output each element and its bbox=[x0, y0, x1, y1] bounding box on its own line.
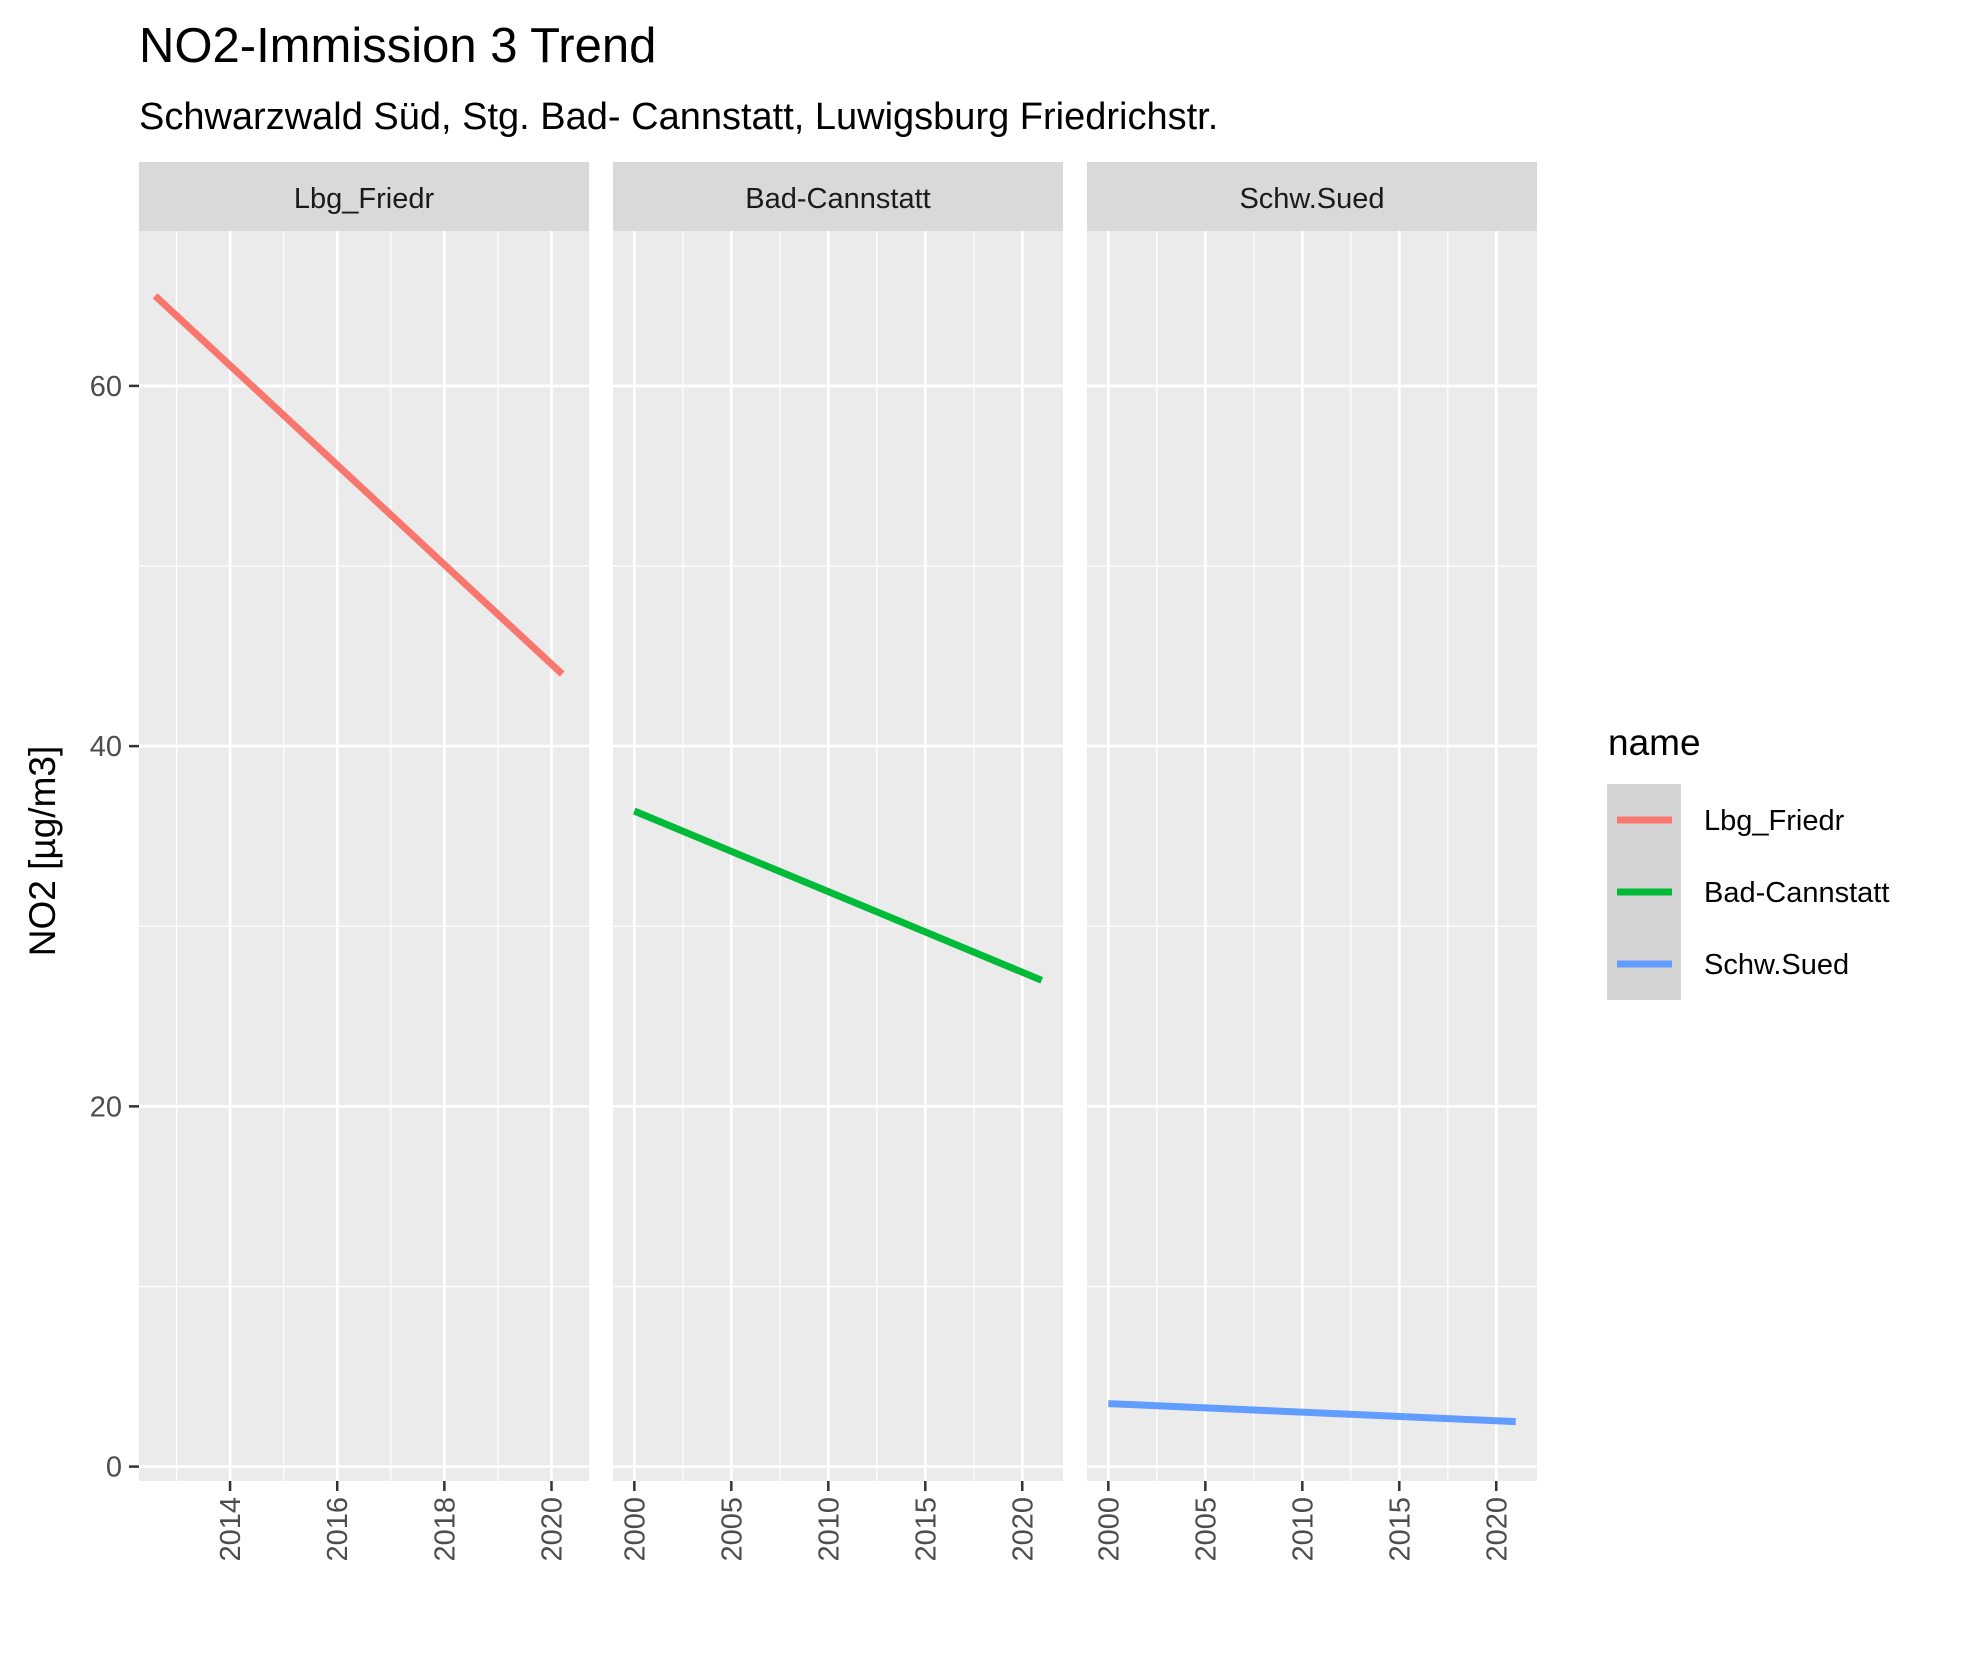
legend-title: name bbox=[1608, 722, 1701, 763]
y-axis: 0 20 40 60 bbox=[90, 371, 139, 1484]
facet-lbg-friedr: Lbg_Friedr 2014 2016 2018 2020 bbox=[139, 162, 589, 1562]
facet-strip-label: Schw.Sued bbox=[1239, 183, 1384, 215]
x-tick-label: 2014 bbox=[215, 1497, 247, 1562]
panel-background bbox=[1087, 231, 1537, 1481]
facet-bad-cannstatt: Bad-Cannstatt 2000 2005 2010 2015 2020 bbox=[613, 162, 1063, 1562]
x-tick-label: 2015 bbox=[1384, 1497, 1416, 1562]
facet-strip bbox=[613, 162, 1063, 231]
chart-title: NO2-Immission 3 Trend bbox=[139, 19, 656, 73]
facet-strip bbox=[139, 162, 589, 231]
series-line-schw-sued bbox=[1108, 1400, 1516, 1426]
legend-items: Lbg_Friedr Bad-Cannstatt Schw.Sued bbox=[1617, 805, 1889, 981]
y-axis-title: NO2 [µg/m3] bbox=[22, 746, 63, 957]
y-tick-label: 20 bbox=[90, 1091, 122, 1123]
facet-strip-label: Bad-Cannstatt bbox=[745, 183, 930, 215]
x-tick-label: 2005 bbox=[716, 1497, 748, 1562]
legend-label: Bad-Cannstatt bbox=[1704, 877, 1889, 909]
x-tick-label: 2015 bbox=[910, 1497, 942, 1562]
x-tick-label: 2016 bbox=[322, 1497, 354, 1562]
chart-subtitle: Schwarzwald Süd, Stg. Bad- Cannstatt, Lu… bbox=[139, 96, 1218, 138]
facet-schw-sued: Schw.Sued 2000 2005 2010 2015 2020 bbox=[1087, 162, 1537, 1562]
facet-strip-label: Lbg_Friedr bbox=[294, 183, 435, 215]
x-tick-label: 2000 bbox=[619, 1497, 651, 1562]
x-tick-label: 2005 bbox=[1190, 1497, 1222, 1562]
x-tick-label: 2020 bbox=[1007, 1497, 1039, 1562]
panel-background bbox=[139, 231, 589, 1481]
x-tick-label: 2010 bbox=[1287, 1497, 1319, 1562]
x-tick-label: 2010 bbox=[813, 1497, 845, 1562]
legend-label: Lbg_Friedr bbox=[1704, 805, 1845, 837]
panel-background bbox=[613, 231, 1063, 1481]
x-tick-label: 2018 bbox=[429, 1497, 461, 1562]
x-tick-label: 2000 bbox=[1093, 1497, 1125, 1562]
x-tick-label: 2020 bbox=[537, 1497, 569, 1562]
y-tick-label: 40 bbox=[90, 731, 122, 763]
series-line-lbg-friedr bbox=[152, 293, 565, 677]
series-line-bad-cannstatt bbox=[632, 807, 1044, 984]
y-tick-label: 60 bbox=[90, 371, 122, 403]
facet-strip bbox=[1087, 162, 1537, 231]
legend: name Lbg_Friedr Bad-Cannstatt Schw.Sued bbox=[1607, 722, 1889, 1000]
x-tick-label: 2020 bbox=[1481, 1497, 1513, 1562]
legend-label: Schw.Sued bbox=[1704, 949, 1849, 981]
y-tick-label: 0 bbox=[106, 1452, 122, 1484]
